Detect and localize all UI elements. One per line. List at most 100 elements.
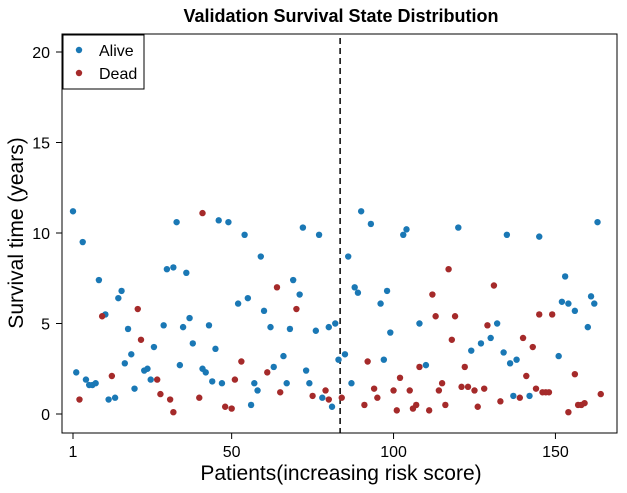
dead-point: [597, 390, 604, 398]
alive-point: [345, 253, 352, 260]
alive-point: [189, 340, 196, 347]
legend-dead-marker: [75, 69, 83, 77]
alive-point: [218, 380, 226, 387]
dead-point: [497, 398, 504, 405]
alive-point: [95, 276, 103, 284]
alive-point: [179, 323, 187, 331]
y-tick-label: 20: [32, 45, 50, 62]
dead-point: [325, 396, 332, 403]
dead-point: [293, 305, 300, 313]
alive-point: [209, 378, 216, 385]
legend-box: [62, 34, 145, 90]
y-tick-label: 15: [32, 136, 50, 153]
dead-point: [458, 383, 465, 391]
dead-point: [445, 266, 452, 273]
alive-point: [270, 363, 277, 371]
legend-alive-marker: [75, 46, 83, 54]
alive-point: [332, 320, 339, 327]
legend-alive-label: Alive: [99, 43, 134, 60]
alive-point: [118, 287, 125, 295]
y-tick-label: 5: [41, 317, 50, 334]
dead-point: [481, 385, 488, 392]
alive-point: [510, 392, 517, 400]
dead-point: [309, 392, 316, 400]
dead-point: [451, 313, 459, 320]
dead-point: [134, 305, 141, 313]
alive-point: [319, 394, 326, 401]
alive-point: [325, 323, 332, 331]
alive-point: [82, 376, 90, 383]
dead-point: [273, 284, 281, 291]
alive-point: [186, 314, 193, 322]
alive-point: [315, 231, 323, 239]
y-tick-label: 0: [41, 407, 50, 424]
dead-point: [416, 363, 423, 371]
alive-point: [455, 224, 462, 231]
alive-point: [477, 340, 485, 347]
alive-point: [234, 300, 242, 307]
alive-point: [335, 356, 342, 363]
alive-point: [244, 294, 252, 302]
alive-point: [128, 351, 135, 358]
alive-point: [493, 320, 501, 327]
dead-point: [490, 282, 498, 289]
x-tick-label: 1: [69, 444, 78, 461]
alive-point: [121, 360, 129, 367]
dead-point: [484, 322, 491, 329]
dead-point: [429, 291, 436, 298]
alive-point: [183, 269, 190, 277]
dead-point: [231, 376, 239, 383]
dead-point: [581, 399, 588, 407]
alive-point: [73, 369, 80, 376]
x-axis-label: Patients(increasing risk score): [200, 462, 481, 485]
dead-point: [199, 209, 206, 217]
alive-point: [163, 266, 171, 273]
dead-point: [137, 336, 145, 343]
alive-point: [312, 327, 320, 334]
dead-point: [545, 389, 553, 396]
dead-point: [361, 401, 368, 409]
alive-point: [92, 380, 99, 387]
y-axis: 0 5 10 15 20: [32, 45, 62, 424]
dead-point: [196, 394, 203, 401]
dead-point: [432, 313, 439, 320]
alive-point: [176, 361, 184, 369]
alive-point: [468, 347, 475, 354]
alive-point: [286, 325, 294, 333]
dead-point: [364, 358, 371, 365]
alive-point: [302, 367, 310, 374]
dead-point: [228, 405, 235, 412]
dead-point: [322, 387, 329, 394]
dead-point: [532, 385, 540, 392]
alive-point: [591, 300, 598, 307]
alive-point: [111, 394, 119, 401]
alive-point: [571, 307, 579, 315]
y-axis-label: Survival time (years): [5, 137, 28, 328]
alive-point: [115, 294, 122, 302]
alive-point: [403, 226, 410, 233]
alive-point: [587, 293, 595, 300]
alive-point: [380, 356, 388, 363]
alive-point: [289, 276, 297, 284]
dead-point: [338, 394, 345, 401]
alive-point: [160, 322, 167, 329]
dead-point: [396, 374, 404, 381]
dead-point: [413, 401, 420, 409]
dead-point: [448, 336, 456, 343]
dead-point: [464, 383, 472, 391]
alive-point: [173, 218, 180, 226]
alive-point: [500, 349, 507, 356]
dead-point: [170, 408, 177, 416]
alive-point: [150, 343, 158, 351]
alive-point: [416, 320, 423, 327]
dead-point: [157, 390, 164, 398]
dead-point: [474, 403, 481, 410]
dead-point: [98, 313, 106, 320]
alive-point: [377, 300, 384, 307]
alive-point: [506, 360, 514, 367]
alive-point: [513, 356, 520, 363]
alive-point: [254, 387, 261, 394]
alive-point: [202, 369, 209, 376]
alive-point: [351, 284, 358, 291]
